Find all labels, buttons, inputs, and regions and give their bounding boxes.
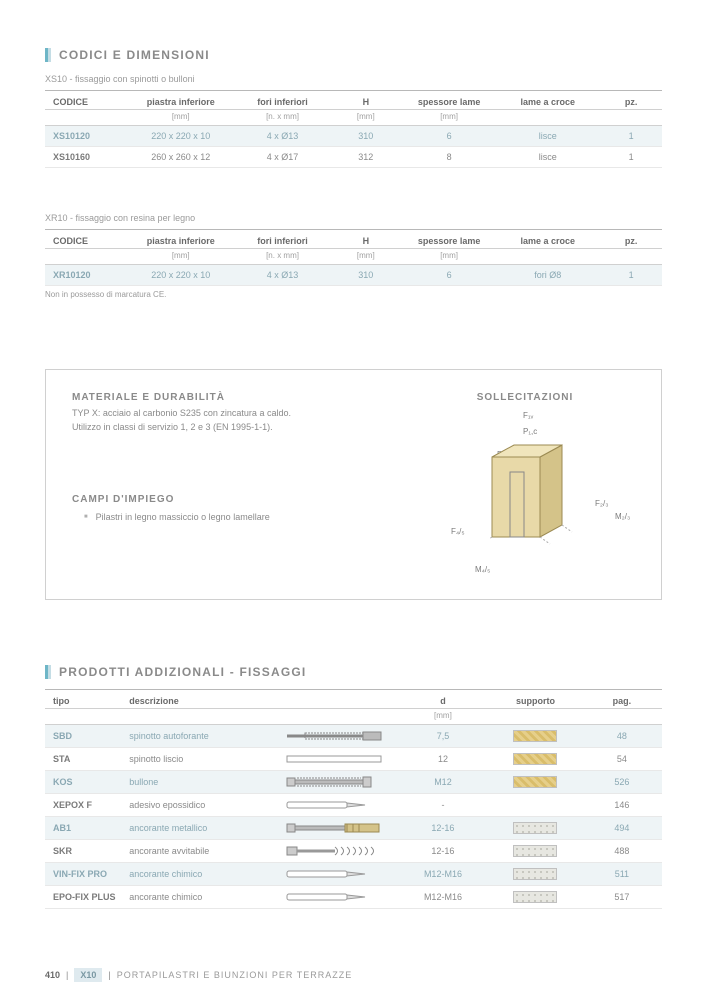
category-label: PORTAPILASTRI E BIUNZIONI PER TERRAZZE [117, 970, 353, 980]
table-xs10: CODICE piastra inferiore fori inferiori … [45, 90, 662, 168]
unit-row: [mm] [n. x mm] [mm] [mm] [45, 110, 662, 126]
fastener-icon [285, 868, 385, 880]
table-fissaggi: tipo descrizione d supporto pag. [mm] SB… [45, 689, 662, 909]
fastener-icon [285, 891, 385, 903]
product-code: X10 [74, 968, 102, 982]
col-codice: CODICE [45, 91, 125, 110]
fastener-icon [285, 776, 385, 788]
soll-heading: SOLLECITAZIONI [415, 392, 635, 403]
material-text1: TYP X: acciaio al carbonio S235 con zinc… [72, 407, 385, 421]
page-footer: 410 | X10 | PORTAPILASTRI E BIUNZIONI PE… [45, 968, 352, 982]
support-swatch [513, 868, 557, 880]
table-row: KOSbulloneM12526 [45, 771, 662, 794]
column-3d-icon [490, 442, 580, 557]
support-swatch [513, 845, 557, 857]
table2-subtitle: XR10 - fissaggio con resina per legno [45, 213, 662, 223]
section-1-title: CODICI E DIMENSIONI [59, 48, 210, 62]
section-2-title: PRODOTTI ADDIZIONALI - FISSAGGI [59, 665, 306, 679]
table-row: VIN-FIX PROancorante chimicoM12-M16511 [45, 863, 662, 886]
table-header-row: CODICE piastra inferiore fori inferiori … [45, 230, 662, 249]
table-header-row: tipo descrizione d supporto pag. [45, 690, 662, 709]
load-diagram: F₁ᵥ P₁,c Bₛ,min F₂/₃ M₂/₃ F₄/₅ M₄/₅ [415, 407, 635, 577]
table-xr10: CODICE piastra inferiore fori inferiori … [45, 229, 662, 286]
col-spessore: spessore lame [403, 91, 496, 110]
table-row: XS10120220 x 220 x 104 x Ø133106lisce1 [45, 126, 662, 147]
info-box: MATERIALE E DURABILITÀ TYP X: acciaio al… [45, 369, 662, 600]
fastener-icon [285, 730, 385, 742]
support-swatch [513, 730, 557, 742]
fastener-icon [285, 822, 385, 834]
table-row: XR10120220 x 220 x 104 x Ø133106fori Ø81 [45, 265, 662, 286]
table-row: SBDspinotto autoforante7,548 [45, 725, 662, 748]
support-swatch [513, 776, 557, 788]
col-fori: fori inferiori [236, 91, 329, 110]
col-h: H [329, 91, 403, 110]
fastener-icon [285, 799, 385, 811]
support-swatch [513, 753, 557, 765]
col-piastra: piastra inferiore [125, 91, 236, 110]
campi-heading: CAMPI D'IMPIEGO [72, 494, 385, 505]
campi-item: Pilastri in legno massiccio o legno lame… [84, 511, 385, 525]
fastener-icon [285, 845, 385, 857]
ce-note: Non in possesso di marcatura CE. [45, 290, 662, 299]
section-1-header: CODICI E DIMENSIONI [45, 48, 662, 62]
support-swatch [513, 822, 557, 834]
table-row: STAspinotto liscio1254 [45, 748, 662, 771]
section-marker-icon [45, 48, 51, 62]
table-row: XS10160260 x 260 x 124 x Ø173128lisce1 [45, 147, 662, 168]
material-text2: Utilizzo in classi di servizio 1, 2 e 3 … [72, 421, 385, 435]
table-row: XEPOX Fadesivo epossidico-146 [45, 794, 662, 817]
table-row: EPO-FIX PLUSancorante chimicoM12-M16517 [45, 886, 662, 909]
col-pz: pz. [600, 91, 662, 110]
table-row: SKRancorante avvitabile12-16488 [45, 840, 662, 863]
table-header-row: CODICE piastra inferiore fori inferiori … [45, 91, 662, 110]
table-row: AB1ancorante metallico12-16494 [45, 817, 662, 840]
material-heading: MATERIALE E DURABILITÀ [72, 392, 385, 403]
section-2-header: PRODOTTI ADDIZIONALI - FISSAGGI [45, 665, 662, 679]
col-lame: lame a croce [495, 91, 600, 110]
page-number: 410 [45, 970, 60, 980]
section-marker-icon [45, 665, 51, 679]
support-swatch [513, 891, 557, 903]
table1-subtitle: XS10 - fissaggio con spinotti o bulloni [45, 74, 662, 84]
fastener-icon [285, 753, 385, 765]
